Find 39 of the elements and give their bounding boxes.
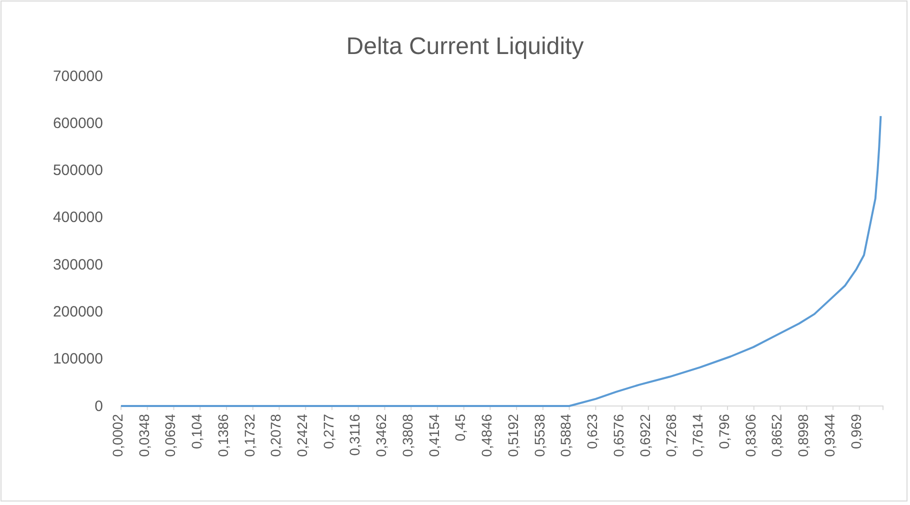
y-tick-label: 600000 <box>52 114 103 132</box>
x-tick-label: 0,3462 <box>373 414 390 457</box>
x-tick-label: 0,9344 <box>821 414 838 457</box>
x-tick-label: 0,969 <box>848 414 864 450</box>
y-tick-label: 700000 <box>52 68 103 85</box>
x-tick-label: 0,104 <box>188 414 205 450</box>
x-tick-label: 0,0348 <box>136 414 152 457</box>
x-tick-label: 0,4154 <box>426 414 442 457</box>
y-tick-label: 300000 <box>52 256 103 274</box>
x-tick-label: 0,0694 <box>162 414 178 457</box>
x-tick-label: 0,7268 <box>663 414 680 457</box>
x-tick-label: 0,277 <box>320 414 336 450</box>
x-tick-label: 0,4846 <box>478 414 495 457</box>
x-tick-label: 0,623 <box>584 414 600 450</box>
x-tick-label: 0,6576 <box>610 414 626 457</box>
x-tick-label: 0,8306 <box>742 414 758 457</box>
x-tick-label: 0,5192 <box>504 414 521 457</box>
x-tick-label: 0,5538 <box>531 414 548 457</box>
x-tick-label: 0,45 <box>452 414 468 442</box>
y-tick-label: 0 <box>94 398 103 415</box>
y-tick-label: 400000 <box>52 209 103 226</box>
y-tick-label: 500000 <box>52 162 103 180</box>
x-tick-label: 0,0002 <box>109 414 126 457</box>
x-tick-label: 0,2078 <box>268 414 284 457</box>
line-series <box>120 115 882 407</box>
x-tick-label: 0,3808 <box>399 414 416 457</box>
x-tick-label: 0,796 <box>716 414 732 450</box>
x-tick-label: 0,8998 <box>795 414 812 457</box>
chart-title: Delta Current Liquidity <box>346 33 584 60</box>
x-tick-label: 0,2424 <box>294 414 310 457</box>
y-tick-label: 200000 <box>52 304 103 321</box>
x-tick-label: 0,8652 <box>768 414 785 457</box>
x-tick-label: 0,7614 <box>690 414 706 457</box>
x-tick-label: 0,3116 <box>346 414 363 456</box>
x-tick-label: 0,1386 <box>214 414 231 457</box>
x-tick-label: 0,1732 <box>241 414 258 457</box>
x-tick-label: 0,6922 <box>636 414 653 457</box>
y-tick-label: 100000 <box>52 350 103 368</box>
x-tick-label: 0,5884 <box>558 414 574 457</box>
